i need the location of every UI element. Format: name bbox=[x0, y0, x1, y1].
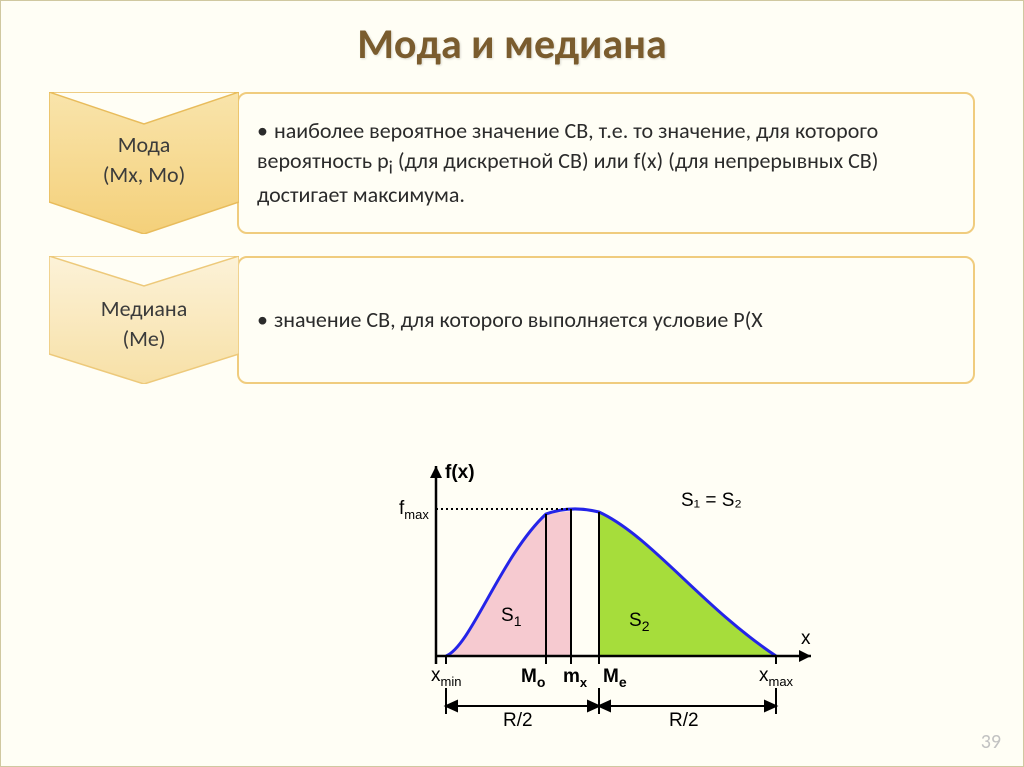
chevron-line2: (Me) bbox=[59, 324, 229, 354]
median-block: Медиана (Me) значение СВ, для которого в… bbox=[49, 256, 975, 384]
xmin-label: xmin bbox=[431, 665, 461, 689]
me-label: Me bbox=[603, 666, 627, 690]
mo-label: Mo bbox=[521, 666, 545, 690]
fmax-label: fmax bbox=[399, 498, 429, 522]
mode-chevron: Мода (Mx, Mo) bbox=[49, 92, 239, 234]
r-half-right: R/2 bbox=[669, 710, 699, 731]
r-half-left: R/2 bbox=[503, 710, 533, 731]
slide-title: Мода и медиана bbox=[1, 1, 1023, 70]
mode-desc-text: наиболее вероятное значение СВ, т.е. то … bbox=[257, 116, 955, 210]
chevron-line1: Мода bbox=[59, 130, 229, 160]
xmax-label: xmax bbox=[759, 665, 794, 689]
median-desc-text: значение СВ, для которого выполняется ус… bbox=[257, 305, 763, 335]
median-description: значение СВ, для которого выполняется ус… bbox=[237, 256, 975, 384]
mode-block: Мода (Mx, Mo) наиболее вероятное значени… bbox=[49, 92, 975, 234]
xlabel: x bbox=[801, 628, 811, 649]
distribution-graph: f(x) fmax S1 S2 S₁ = S₂ x xmin Mo mx Me … bbox=[371, 456, 851, 736]
mx-label: mx bbox=[563, 666, 588, 690]
eq-label: S₁ = S₂ bbox=[681, 490, 742, 511]
mode-description: наиболее вероятное значение СВ, т.е. то … bbox=[237, 92, 975, 234]
ylabel: f(x) bbox=[445, 462, 475, 483]
chevron-line1: Медиана bbox=[59, 294, 229, 324]
median-chevron: Медиана (Me) bbox=[49, 256, 239, 384]
chevron-line2: (Mx, Mo) bbox=[59, 160, 229, 190]
page-number: 39 bbox=[981, 730, 1001, 754]
